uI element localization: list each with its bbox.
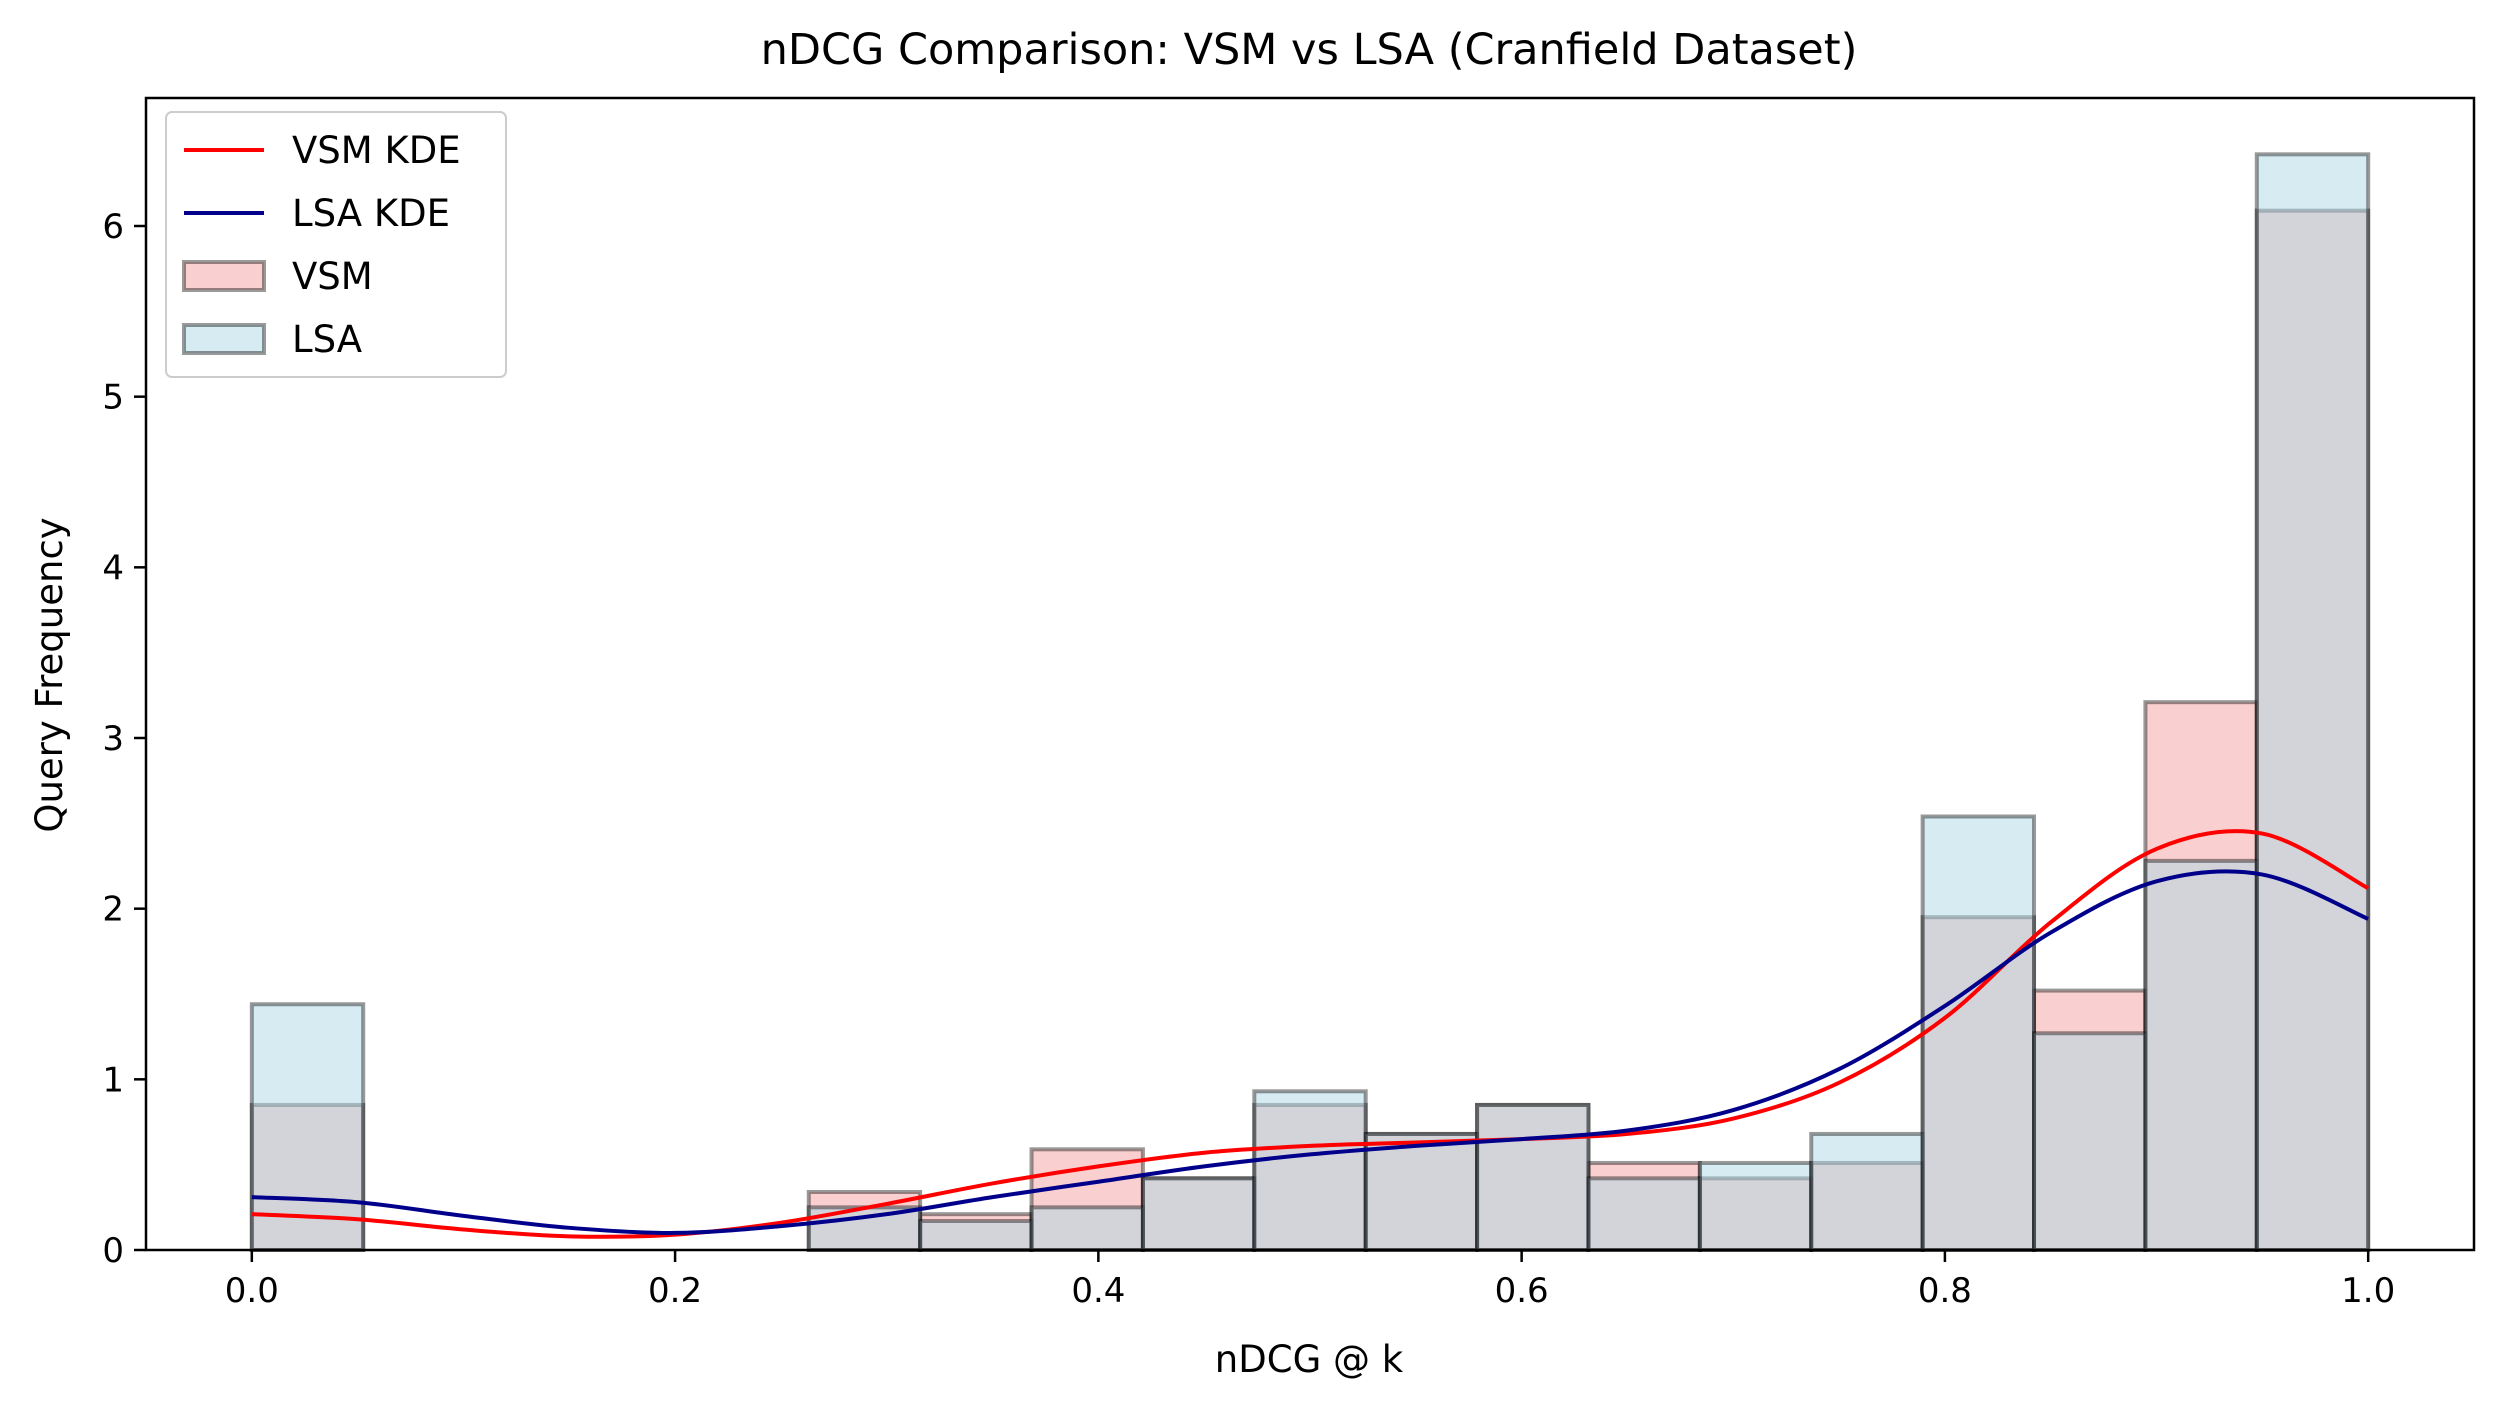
legend-label-vsm-kde: VSM KDE bbox=[292, 129, 461, 172]
lsa-bar-6 bbox=[918, 1218, 1034, 1253]
legend-label-vsm: VSM bbox=[292, 255, 373, 298]
vsm-kde-line bbox=[251, 829, 2370, 1239]
y-tick-label: 4 bbox=[102, 548, 124, 588]
y-tick-label: 6 bbox=[102, 207, 124, 247]
kde-lines bbox=[251, 829, 2370, 1239]
lsa-kde-line bbox=[251, 869, 2369, 1235]
lsa-bar-13 bbox=[1697, 1160, 1814, 1252]
x-tick-label: 0.8 bbox=[1918, 1271, 1972, 1311]
lsa-bar-17 bbox=[2143, 858, 2259, 1252]
legend-label-lsa: LSA bbox=[292, 318, 362, 361]
y-axis: 0 1 2 3 4 5 6 bbox=[102, 207, 146, 1271]
y-tick-label: 0 bbox=[102, 1231, 124, 1271]
lsa-bar-12 bbox=[1586, 1176, 1702, 1252]
lsa-bar-16 bbox=[2032, 1031, 2148, 1252]
lsa-bar-18 bbox=[2254, 152, 2371, 1253]
x-axis-label: nDCG @ k bbox=[1215, 1338, 1404, 1381]
x-tick-label: 0.2 bbox=[648, 1271, 702, 1311]
chart-title: nDCG Comparison: VSM vs LSA (Cranfield D… bbox=[761, 25, 1858, 75]
legend-swatch-lsa bbox=[182, 323, 266, 355]
x-tick-label: 1.0 bbox=[2341, 1271, 2395, 1311]
x-tick-label: 0.4 bbox=[1071, 1271, 1125, 1311]
legend-box bbox=[165, 111, 507, 378]
lsa-bar-7 bbox=[1029, 1205, 1145, 1253]
y-tick-label: 2 bbox=[102, 890, 124, 930]
x-tick-label: 0.0 bbox=[225, 1271, 279, 1311]
legend-swatch-vsm bbox=[182, 260, 266, 292]
y-tick-label: 1 bbox=[102, 1060, 124, 1100]
lsa-bar-15 bbox=[1920, 814, 2037, 1252]
lsa-bar-8 bbox=[1140, 1176, 1257, 1252]
lsa-bar-0 bbox=[249, 1002, 366, 1252]
lsa-bar-14 bbox=[1809, 1131, 1925, 1252]
legend: VSM KDE LSA KDE VSM LSA bbox=[165, 111, 507, 378]
y-tick-label: 5 bbox=[102, 378, 124, 418]
lsa-bar-9 bbox=[1252, 1089, 1368, 1253]
x-axis: 0.0 0.2 0.4 0.6 0.8 1.0 bbox=[225, 1250, 2395, 1311]
x-tick-label: 0.6 bbox=[1495, 1271, 1549, 1311]
legend-label-lsa-kde: LSA KDE bbox=[292, 192, 450, 235]
y-tick-label: 3 bbox=[102, 719, 124, 759]
plot-frame bbox=[144, 96, 2476, 1252]
lsa-bar-10 bbox=[1363, 1131, 1480, 1252]
lsa-bars bbox=[249, 152, 2371, 1253]
lsa-bar-11 bbox=[1475, 1102, 1591, 1253]
y-axis-label: Query Frequency bbox=[28, 517, 71, 832]
